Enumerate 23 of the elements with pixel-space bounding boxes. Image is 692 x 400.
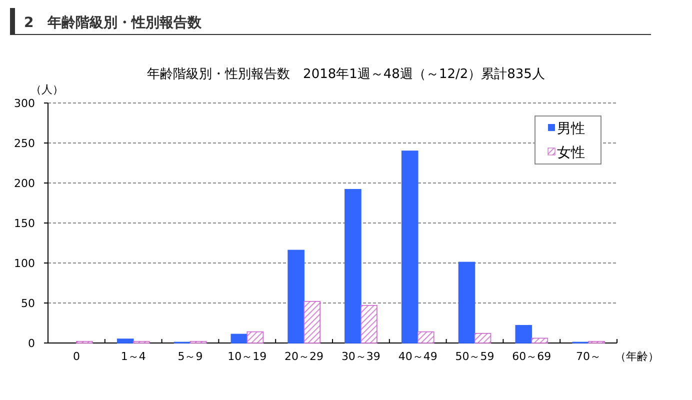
ylabel: （人） — [30, 83, 64, 96]
subtitle: 年齢階級別・性別報告数 2018年1週～48週（～12/2）累計835人 — [147, 67, 545, 82]
xtick: 70～ — [576, 350, 602, 363]
xtick: 20～29 — [284, 350, 324, 363]
xtick: 10～19 — [228, 350, 267, 363]
legend-label: 男性 — [557, 121, 585, 137]
ytick: 0 — [28, 337, 35, 350]
xtick: 50～59 — [455, 350, 494, 363]
xtick: 40～49 — [398, 350, 438, 363]
legend-label: 女性 — [557, 145, 585, 161]
ytick: 100 — [14, 257, 35, 270]
xtick: 30～39 — [341, 350, 380, 363]
ytick: 250 — [14, 137, 35, 150]
xlabel: （年齢） — [615, 350, 659, 363]
xtick: 1～4 — [120, 350, 146, 363]
ytick: 50 — [21, 297, 35, 310]
ytick: 150 — [14, 217, 35, 230]
xtick: 5～9 — [178, 350, 203, 363]
xtick: 0 — [72, 350, 80, 363]
xtick: 60～69 — [512, 350, 552, 363]
ytick: 200 — [14, 177, 35, 190]
title: 2 年齢階級別・性別報告数 — [24, 15, 202, 31]
ytick: 300 — [14, 97, 35, 110]
